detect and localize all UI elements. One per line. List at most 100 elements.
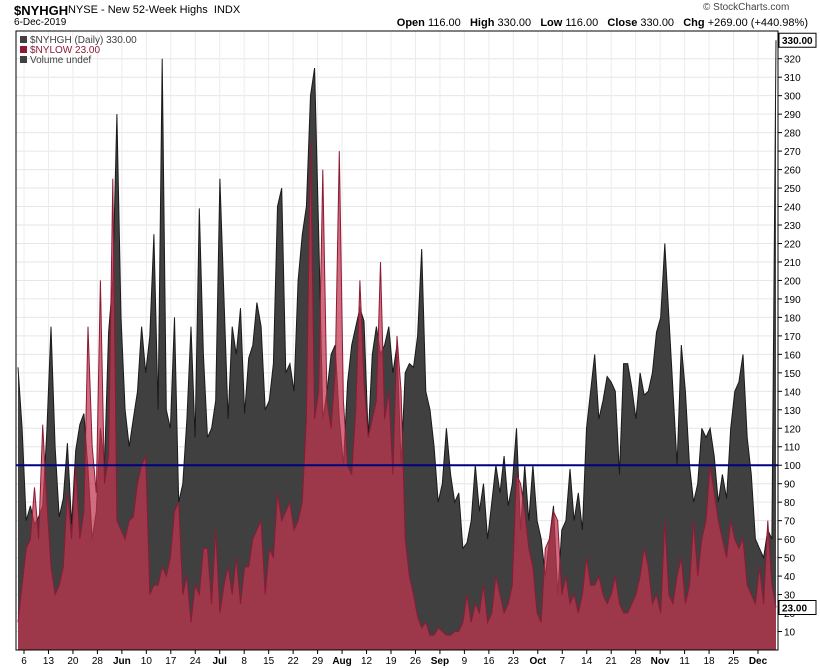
tag-label: 330.00 [782, 36, 813, 47]
chart-axes: 10 20 30 40 50 60 70 80 90 100 110 120 130 140 150 160 1… [15, 30, 801, 667]
tag-box [778, 600, 817, 616]
x-tick-label: 20 [67, 656, 79, 667]
y-tick-label: 220 [784, 239, 801, 250]
x-tick-label: 8 [241, 656, 247, 667]
legend-swatch [20, 46, 27, 53]
chg-value: +269.00 (+440.98%) [707, 17, 808, 29]
symbol-title: $NYHGH [14, 3, 69, 18]
last-value-tag: 23.00 [778, 600, 817, 616]
x-tick-label: 24 [190, 656, 202, 667]
x-tick-label: Jun [113, 656, 131, 667]
y-tick-label: 200 [784, 276, 801, 287]
y-tick-label: 110 [784, 443, 800, 454]
legend-entry: Volume undef [30, 55, 91, 66]
x-tick-label: 21 [606, 656, 618, 667]
tag-label: 23.00 [782, 604, 807, 615]
chg-label: Chg [683, 17, 705, 29]
low-label: Low [540, 17, 563, 29]
y-tick-label: 320 [784, 55, 801, 66]
open-value: 116.00 [427, 17, 461, 29]
legend-entry: $NYLOW 23.00 [30, 45, 100, 56]
x-tick-label: 29 [312, 656, 324, 667]
chart-date: 6-Dec-2019 [14, 17, 67, 28]
y-tick-label: 240 [784, 203, 801, 214]
x-tick-label: 9 [462, 656, 468, 667]
y-tick-label: 300 [784, 92, 801, 103]
high-value: 330.00 [497, 17, 532, 29]
low-value: 116.00 [565, 17, 599, 29]
x-tick-label: 17 [165, 656, 177, 667]
x-tick-label: Aug [332, 656, 351, 667]
legend-swatch [20, 56, 27, 63]
ohlc-readout: Open 116.00 High 330.00 Low 116.00 Close… [397, 17, 808, 29]
x-tick-label: 12 [361, 656, 373, 667]
last-value-tag: 330.00 [778, 32, 817, 48]
x-tick-label: 16 [483, 656, 495, 667]
y-tick-label: 310 [784, 73, 801, 84]
y-tick-label: 250 [784, 184, 801, 195]
y-tick-label: 120 [784, 424, 801, 435]
x-tick-label: 14 [581, 656, 593, 667]
series-areas [16, 40, 778, 650]
x-tick-label: 10 [141, 656, 153, 667]
y-tick-label: 210 [784, 258, 801, 269]
x-tick-label: 19 [385, 656, 397, 667]
x-tick-label: 28 [92, 656, 104, 667]
y-tick-label: 90 [784, 480, 796, 491]
y-tick-label: 160 [784, 350, 801, 361]
y-tick-label: 270 [784, 147, 801, 158]
x-tick-label: 13 [43, 656, 55, 667]
chart-legend: $NYHGH (Daily) 330.00$NYLOW 23.00Volume … [20, 35, 137, 66]
y-tick-label: 80 [784, 498, 796, 509]
x-tick-label: Jul [213, 656, 228, 667]
description-text: NYSE - New 52-Week Highs [68, 4, 208, 16]
x-tick-label: 23 [508, 656, 520, 667]
y-tick-label: 280 [784, 129, 801, 140]
legend-entry: $NYHGH (Daily) 330.00 [30, 35, 137, 46]
y-tick-label: 150 [784, 369, 801, 380]
x-tick-label: 18 [704, 656, 716, 667]
x-tick-label: Sep [431, 656, 449, 667]
y-tick-label: 60 [784, 535, 796, 546]
x-tick-label: 22 [288, 656, 300, 667]
exchange-text: INDX [213, 4, 241, 16]
y-tick-label: 290 [784, 110, 801, 121]
y-tick-label: 260 [784, 166, 801, 177]
chart-header: $NYHGH NYSE - New 52-Week Highs INDX 6-D… [0, 0, 820, 30]
y-tick-label: 40 [784, 572, 796, 583]
area-nylow [18, 141, 776, 650]
y-tick-label: 30 [784, 591, 796, 602]
y-tick-label: 190 [784, 295, 801, 306]
x-tick-label: Dec [749, 656, 768, 667]
y-tick-label: 230 [784, 221, 801, 232]
x-tick-label: 28 [630, 656, 642, 667]
y-tick-label: 180 [784, 313, 801, 324]
plot-frame [15, 30, 779, 651]
y-tick-label: 70 [784, 517, 796, 528]
x-tick-label: 6 [21, 656, 27, 667]
x-tick-label: 7 [559, 656, 565, 667]
brand-link[interactable]: © StockCharts.com [703, 2, 790, 13]
last-value-tags: 330.00 23.00 [778, 32, 817, 616]
y-tick-label: 50 [784, 554, 796, 565]
symbol-description: NYSE - New 52-Week Highs INDX [68, 4, 240, 16]
y-tick-label: 10 [784, 628, 796, 639]
high-label: High [469, 17, 495, 29]
x-tick-label: 15 [263, 656, 275, 667]
close-label: Close [607, 17, 638, 29]
open-label: Open [396, 17, 425, 29]
x-tick-label: 25 [728, 656, 740, 667]
line-nylow [17, 141, 777, 636]
y-tick-label: 170 [784, 332, 801, 343]
y-tick-label: 130 [784, 406, 801, 417]
x-tick-label: 11 [679, 656, 690, 667]
x-tick-label: Oct [529, 656, 546, 667]
y-tick-label: 100 [784, 461, 801, 472]
y-tick-label: 140 [784, 387, 801, 398]
x-tick-label: 26 [410, 656, 422, 667]
close-value: 330.00 [640, 17, 675, 29]
x-tick-label: Nov [651, 656, 670, 667]
legend-swatch [20, 36, 27, 43]
tag-box [778, 32, 817, 48]
